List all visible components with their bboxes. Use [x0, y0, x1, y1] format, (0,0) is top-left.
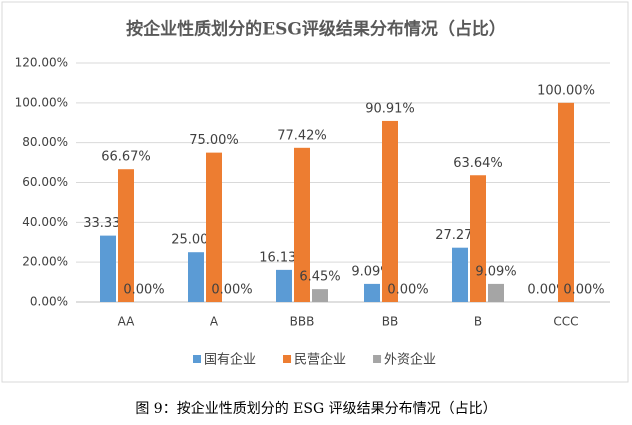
legend-label: 外资企业 — [384, 352, 436, 368]
y-tick-label: 100.00% — [15, 95, 68, 109]
x-tick-label: B — [474, 315, 482, 329]
y-tick-label: 120.00% — [15, 56, 68, 70]
value-label: 100.00% — [537, 83, 595, 98]
bar — [100, 235, 116, 302]
value-label: 0.00% — [387, 283, 428, 298]
legend-label: 民营企业 — [294, 352, 346, 368]
y-tick-label: 20.00% — [22, 255, 68, 269]
legend-label: 国有企业 — [204, 352, 256, 368]
bar — [188, 252, 204, 302]
bar — [206, 152, 222, 302]
y-tick-label: 40.00% — [22, 215, 68, 229]
bar — [382, 120, 398, 302]
bar — [294, 147, 310, 302]
x-tick-label: A — [210, 315, 219, 329]
legend-swatch — [373, 355, 382, 363]
legend-swatch — [283, 355, 292, 363]
y-tick-label: 60.00% — [22, 175, 68, 189]
value-label: 90.91% — [365, 101, 415, 116]
y-tick-label: 80.00% — [22, 135, 68, 149]
value-label: 66.67% — [101, 150, 151, 165]
chart-title: 按企业性质划分的ESG评级结果分布情况（占比） — [126, 19, 506, 40]
bar — [118, 169, 134, 302]
bar — [470, 175, 486, 302]
legend-swatch — [193, 355, 201, 363]
bar — [364, 283, 380, 302]
bar — [452, 247, 468, 302]
value-label: 77.42% — [277, 128, 327, 143]
value-label: 9.09% — [475, 264, 516, 279]
value-label: 6.45% — [299, 270, 340, 285]
value-label: 0.00% — [211, 283, 252, 298]
bar — [276, 269, 292, 302]
chart-frame — [1, 1, 629, 383]
y-tick-label: 0.00% — [30, 295, 68, 309]
bar — [312, 289, 328, 302]
x-tick-label: AA — [118, 315, 136, 329]
bar — [488, 283, 504, 302]
value-label: 75.00% — [189, 133, 239, 148]
x-tick-label: CCC — [553, 315, 578, 329]
bar — [558, 102, 574, 302]
x-tick-label: BB — [382, 315, 398, 329]
value-label: 0.00% — [123, 283, 164, 298]
value-label: 63.64% — [453, 156, 503, 171]
caption: 图 9：按企业性质划分的 ESG 评级结果分布情况（占比） — [135, 400, 496, 417]
value-label: 0.00% — [563, 283, 604, 298]
x-tick-label: BBB — [290, 315, 315, 329]
